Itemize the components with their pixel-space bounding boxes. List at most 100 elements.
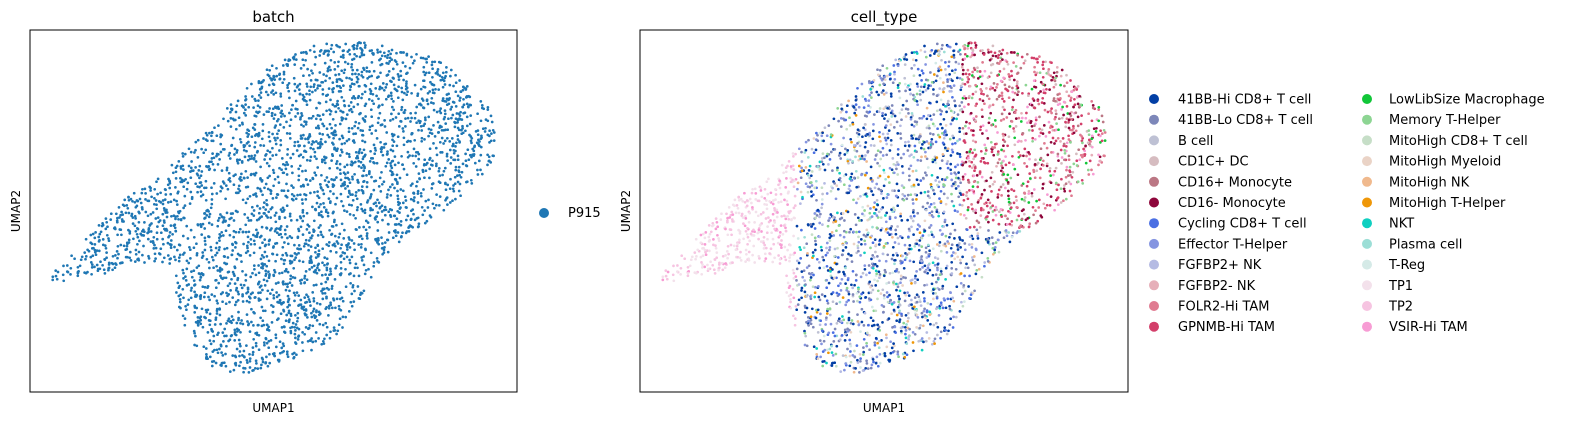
scatter-point <box>157 199 161 203</box>
scatter-point <box>324 210 328 214</box>
scatter-point <box>315 301 319 305</box>
scatter-point <box>480 104 484 107</box>
scatter-point <box>93 265 96 269</box>
scatter-point <box>922 114 926 118</box>
scatter-point <box>228 338 232 342</box>
scatter-point <box>849 227 853 231</box>
scatter-point <box>237 230 241 234</box>
scatter-point <box>1007 197 1011 201</box>
scatter-point <box>120 261 124 264</box>
scatter-point <box>825 154 829 158</box>
scatter-point <box>301 331 304 334</box>
scatter-point <box>301 202 304 205</box>
scatter-point <box>214 361 218 365</box>
scatter-point <box>393 186 396 190</box>
scatter-point <box>765 203 769 207</box>
scatter-point <box>317 252 321 256</box>
scatter-point <box>271 168 275 172</box>
scatter-point <box>280 235 284 239</box>
scatter-point <box>345 243 348 247</box>
scatter-point <box>79 258 83 262</box>
scatter-point <box>317 196 321 200</box>
scatter-point <box>832 220 835 224</box>
scatter-point <box>321 215 324 219</box>
scatter-point <box>925 310 929 314</box>
scatter-point <box>357 274 361 278</box>
scatter-point <box>335 102 339 106</box>
scatter-point <box>339 192 343 196</box>
scatter-point <box>328 122 332 126</box>
scatter-point <box>986 198 990 202</box>
scatter-point <box>825 134 829 138</box>
scatter-point <box>847 310 851 314</box>
scatter-point <box>779 200 783 204</box>
scatter-point <box>885 345 889 349</box>
scatter-point <box>421 56 425 60</box>
scatter-point <box>157 252 161 255</box>
scatter-point <box>267 259 271 263</box>
scatter-point <box>287 297 291 301</box>
scatter-point <box>1057 159 1060 162</box>
scatter-point <box>454 90 458 94</box>
scatter-point <box>825 264 829 268</box>
scatter-point <box>340 199 343 203</box>
scatter-point <box>274 91 278 95</box>
scatter-point <box>441 97 445 100</box>
scatter-point <box>283 114 286 118</box>
scatter-point <box>414 165 418 168</box>
scatter-point <box>850 260 854 263</box>
scatter-point <box>368 128 372 132</box>
scatter-point <box>456 126 460 130</box>
scatter-point <box>350 255 354 259</box>
scatter-point <box>366 77 369 80</box>
scatter-point <box>287 311 291 315</box>
scatter-point <box>207 295 210 299</box>
scatter-point <box>875 214 879 217</box>
scatter-point <box>938 197 941 200</box>
scatter-point <box>863 128 867 131</box>
scatter-point <box>750 201 753 205</box>
scatter-point <box>440 136 444 140</box>
scatter-point <box>980 157 984 160</box>
scatter-point <box>193 304 197 308</box>
scatter-point <box>224 262 228 266</box>
scatter-point <box>926 86 930 90</box>
scatter-point <box>116 233 119 237</box>
scatter-point <box>831 169 834 172</box>
scatter-point <box>136 242 139 246</box>
scatter-point <box>862 106 866 109</box>
scatter-point <box>356 156 360 160</box>
scatter-point <box>854 114 858 117</box>
scatter-point <box>311 340 315 344</box>
scatter-point <box>97 235 101 239</box>
scatter-point <box>241 322 245 326</box>
scatter-point <box>338 291 342 295</box>
scatter-point <box>356 42 360 45</box>
scatter-point <box>795 267 799 271</box>
scatter-point <box>266 187 270 191</box>
scatter-point <box>141 228 145 232</box>
scatter-point <box>765 207 769 211</box>
scatter-point <box>261 266 265 270</box>
scatter-point <box>876 73 880 77</box>
scatter-point <box>359 246 363 249</box>
scatter-point <box>369 251 373 255</box>
scatter-point <box>282 126 286 129</box>
scatter-point <box>402 51 405 54</box>
scatter-point <box>264 336 268 340</box>
scatter-point <box>326 133 330 137</box>
scatter-point <box>253 267 256 271</box>
scatter-point <box>803 331 807 335</box>
scatter-point <box>950 267 954 270</box>
scatter-point <box>916 158 920 162</box>
scatter-point <box>1014 65 1018 68</box>
scatter-point <box>105 256 108 260</box>
scatter-point <box>221 331 225 334</box>
scatter-point <box>275 295 279 299</box>
scatter-point <box>161 224 165 228</box>
scatter-point <box>386 56 389 60</box>
scatter-point <box>208 131 211 135</box>
scatter-point <box>194 166 197 169</box>
scatter-point <box>996 193 1000 196</box>
scatter-point <box>1056 93 1060 96</box>
